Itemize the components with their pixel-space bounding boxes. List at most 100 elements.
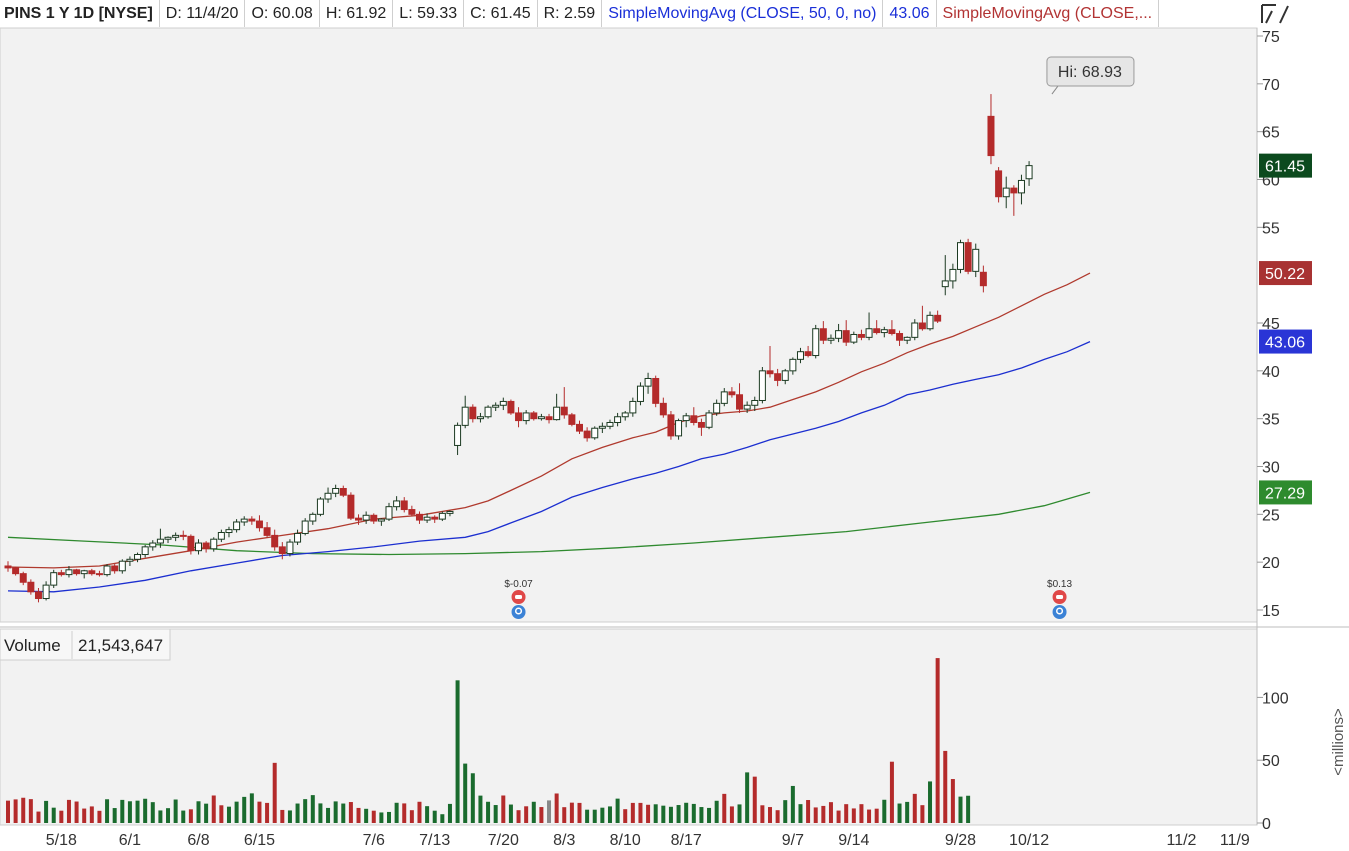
volume-bar bbox=[21, 797, 26, 823]
candle bbox=[248, 516, 256, 525]
candle bbox=[393, 496, 401, 511]
date-tick-label: 8/3 bbox=[553, 832, 575, 849]
sma-20-study-label[interactable]: SimpleMovingAvg (CLOSE,... bbox=[937, 0, 1160, 27]
candle-body bbox=[492, 404, 500, 408]
candle bbox=[957, 239, 964, 274]
volume-bar bbox=[569, 802, 574, 823]
candle bbox=[804, 345, 812, 358]
volume-bar bbox=[127, 801, 132, 823]
sma-green-badge-bg bbox=[1259, 480, 1312, 505]
price-tick-label: 75 bbox=[1262, 29, 1280, 46]
candle bbox=[240, 516, 248, 526]
volume-bar bbox=[66, 799, 71, 823]
candle-body bbox=[743, 404, 751, 410]
sma-50-value: 43.06 bbox=[883, 0, 937, 27]
candle bbox=[835, 323, 843, 343]
candle bbox=[880, 326, 888, 338]
volume-bar bbox=[280, 809, 285, 823]
candle bbox=[705, 410, 713, 430]
candle-body bbox=[332, 488, 340, 494]
range-readout: R: 2.59 bbox=[538, 0, 603, 27]
candle bbox=[713, 399, 721, 416]
candle-body bbox=[423, 516, 431, 521]
candle bbox=[568, 412, 576, 427]
candle-body bbox=[796, 351, 804, 360]
sma-50-study-label[interactable]: SimpleMovingAvg (CLOSE, 50, 0, no) bbox=[602, 0, 884, 27]
symbol-label[interactable]: PINS 1 Y 1D [NYSE] bbox=[0, 0, 160, 27]
earnings-phone-icon-glyph bbox=[515, 595, 523, 599]
candle-body bbox=[614, 416, 622, 423]
open-readout: O: 60.08 bbox=[245, 0, 320, 27]
candle bbox=[911, 319, 919, 341]
price-tick-label: 60 bbox=[1262, 173, 1280, 190]
candle bbox=[126, 556, 134, 566]
volume-bar bbox=[455, 680, 460, 823]
candle-body bbox=[240, 518, 248, 523]
candle bbox=[324, 487, 332, 503]
volume-bar bbox=[676, 805, 681, 823]
candle bbox=[400, 497, 408, 513]
volume-bar bbox=[356, 807, 361, 823]
candle bbox=[377, 518, 385, 526]
candle bbox=[720, 388, 728, 407]
candle-body bbox=[629, 400, 637, 414]
volume-bar bbox=[409, 810, 414, 823]
volume-bar bbox=[935, 658, 940, 823]
candle bbox=[347, 492, 355, 521]
candle bbox=[172, 532, 180, 542]
candle-body bbox=[781, 370, 789, 381]
volume-bar bbox=[265, 802, 270, 823]
candle bbox=[294, 529, 302, 545]
candle bbox=[149, 540, 157, 551]
candle-body bbox=[736, 394, 744, 410]
candle bbox=[271, 529, 279, 551]
candle-body bbox=[408, 509, 416, 515]
candle-body bbox=[50, 572, 58, 586]
candle bbox=[301, 518, 309, 536]
candle-body bbox=[857, 333, 865, 338]
candle-body bbox=[42, 584, 50, 600]
volume-bar bbox=[524, 806, 529, 823]
drawing-tools-icon[interactable] bbox=[1258, 2, 1292, 26]
volume-bar bbox=[257, 801, 262, 823]
candle bbox=[667, 411, 675, 440]
candle-body bbox=[636, 385, 644, 402]
sma-50-label: SimpleMovingAvg (CLOSE, 50, 0, no) bbox=[608, 5, 877, 22]
candle-body bbox=[941, 280, 949, 288]
volume-bar bbox=[607, 806, 612, 823]
candle-body bbox=[591, 427, 599, 439]
candle bbox=[583, 427, 591, 442]
candle-body bbox=[530, 412, 538, 420]
candle-body bbox=[896, 333, 904, 341]
candle bbox=[217, 529, 225, 543]
candle-body bbox=[278, 546, 286, 555]
volume-bar bbox=[463, 763, 468, 823]
volume-bar bbox=[638, 802, 643, 823]
volume-bar bbox=[783, 800, 788, 823]
price-tick-label: 65 bbox=[1262, 125, 1280, 142]
candle-body bbox=[537, 416, 545, 420]
candle-body bbox=[271, 534, 279, 548]
volume-bar bbox=[105, 799, 110, 823]
earnings-marker: $0.13 bbox=[1047, 579, 1073, 619]
volume-bar bbox=[600, 807, 605, 823]
volume-bar bbox=[486, 801, 491, 823]
volume-bar bbox=[722, 793, 727, 823]
candle bbox=[926, 311, 934, 331]
volume-bar bbox=[615, 798, 620, 823]
volume-panel bbox=[0, 628, 1258, 826]
candle bbox=[537, 413, 545, 421]
candle bbox=[675, 418, 683, 440]
candle bbox=[225, 526, 233, 538]
candle bbox=[530, 411, 538, 421]
candle-body bbox=[545, 416, 553, 421]
candle-body bbox=[713, 402, 721, 414]
volume-tick-label: 50 bbox=[1262, 753, 1280, 770]
candle-body bbox=[88, 570, 96, 575]
date-tick-label: 7/20 bbox=[488, 832, 519, 849]
volume-bar bbox=[760, 805, 765, 823]
candle-body bbox=[309, 513, 317, 522]
candle-body bbox=[454, 424, 462, 446]
volume-bar bbox=[333, 801, 338, 823]
candle-body bbox=[804, 351, 812, 357]
